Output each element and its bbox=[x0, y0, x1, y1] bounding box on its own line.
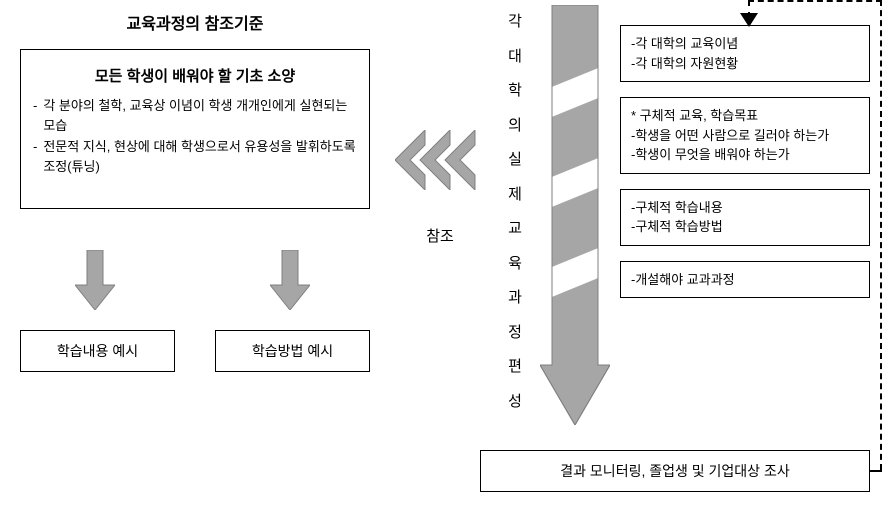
down-arrow-icon bbox=[270, 250, 310, 310]
vchar: 편 bbox=[505, 350, 525, 385]
triple-chevron-left-icon bbox=[395, 130, 495, 190]
list-item-text: 각 분야의 철학, 교육상 이념이 학생 개개인에게 실현되는 모습 bbox=[43, 96, 357, 135]
vchar: 의 bbox=[505, 109, 525, 144]
box-line: -각 대학의 교육이념 bbox=[631, 34, 859, 54]
example-box-content: 학습내용 예시 bbox=[20, 330, 175, 372]
big-down-arrow-icon bbox=[540, 5, 610, 425]
example-box-method: 학습방법 예시 bbox=[215, 330, 370, 372]
dashed-arrowhead-icon bbox=[740, 13, 758, 27]
list-item: - 각 분야의 철학, 교육상 이념이 학생 개개인에게 실현되는 모습 bbox=[33, 96, 357, 135]
right-box-2: * 구체적 교육, 학습목표 -학생을 어떤 사람으로 길러야 하는가 -학생이… bbox=[620, 97, 870, 174]
bullet-dash: - bbox=[33, 96, 37, 135]
vchar: 학 bbox=[505, 74, 525, 109]
dashed-feedback-top bbox=[748, 0, 882, 2]
bullet-dash: - bbox=[33, 137, 37, 176]
vchar: 대 bbox=[505, 40, 525, 75]
dashed-feedback-vertical bbox=[880, 0, 882, 470]
left-title: 교육과정의 참조기준 bbox=[20, 10, 370, 34]
box-line: -학생을 어떤 사람으로 길러야 하는가 bbox=[631, 126, 859, 146]
left-panel: 교육과정의 참조기준 모든 학생이 배워야 할 기초 소양 - 각 분야의 철학… bbox=[20, 10, 370, 209]
reference-criteria-box: 모든 학생이 배워야 할 기초 소양 - 각 분야의 철학, 교육상 이념이 학… bbox=[20, 49, 370, 209]
vchar: 정 bbox=[505, 316, 525, 351]
vchar: 육 bbox=[505, 247, 525, 282]
vchar: 제 bbox=[505, 178, 525, 213]
monitoring-box: 결과 모니터링, 졸업생 및 기업대상 조사 bbox=[480, 450, 870, 492]
vchar: 성 bbox=[505, 385, 525, 420]
center-reference-label: 참조 bbox=[395, 225, 485, 246]
box-line: * 구체적 교육, 학습목표 bbox=[631, 106, 859, 126]
example-boxes-row: 학습내용 예시 학습방법 예시 bbox=[20, 330, 370, 372]
main-box-heading: 모든 학생이 배워야 할 기초 소양 bbox=[33, 65, 357, 86]
box-line: -구체적 학습방법 bbox=[631, 217, 859, 237]
right-box-1: -각 대학의 교육이념 -각 대학의 자원현황 bbox=[620, 25, 870, 82]
box-line: -학생이 무엇을 배워야 하는가 bbox=[631, 145, 859, 165]
down-arrows-row bbox=[20, 250, 370, 310]
main-box-list: - 각 분야의 철학, 교육상 이념이 학생 개개인에게 실현되는 모습 - 전… bbox=[33, 96, 357, 176]
down-arrow-icon bbox=[75, 250, 115, 310]
vchar: 과 bbox=[505, 281, 525, 316]
box-line: -각 대학의 자원현황 bbox=[631, 54, 859, 74]
right-boxes-column: -각 대학의 교육이념 -각 대학의 자원현황 * 구체적 교육, 학습목표 -… bbox=[620, 25, 870, 313]
dashed-feedback-bottom bbox=[870, 470, 882, 472]
list-item: - 전문적 지식, 현상에 대해 학생으로서 유용성을 발휘하도록 조정(튜닝) bbox=[33, 137, 357, 176]
center-chevrons bbox=[395, 130, 485, 190]
vchar: 실 bbox=[505, 143, 525, 178]
right-box-3: -구체적 학습내용 -구체적 학습방법 bbox=[620, 189, 870, 246]
right-box-4: -개설해야 교과과정 bbox=[620, 261, 870, 299]
box-line: -개설해야 교과과정 bbox=[631, 270, 859, 290]
vertical-section-label: 각 대 학 의 실 제 교 육 과 정 편 성 bbox=[505, 5, 525, 419]
big-down-arrow bbox=[540, 5, 610, 425]
list-item-text: 전문적 지식, 현상에 대해 학생으로서 유용성을 발휘하도록 조정(튜닝) bbox=[43, 137, 357, 176]
vchar: 교 bbox=[505, 212, 525, 247]
box-line: -구체적 학습내용 bbox=[631, 198, 859, 218]
vchar: 각 bbox=[505, 5, 525, 40]
